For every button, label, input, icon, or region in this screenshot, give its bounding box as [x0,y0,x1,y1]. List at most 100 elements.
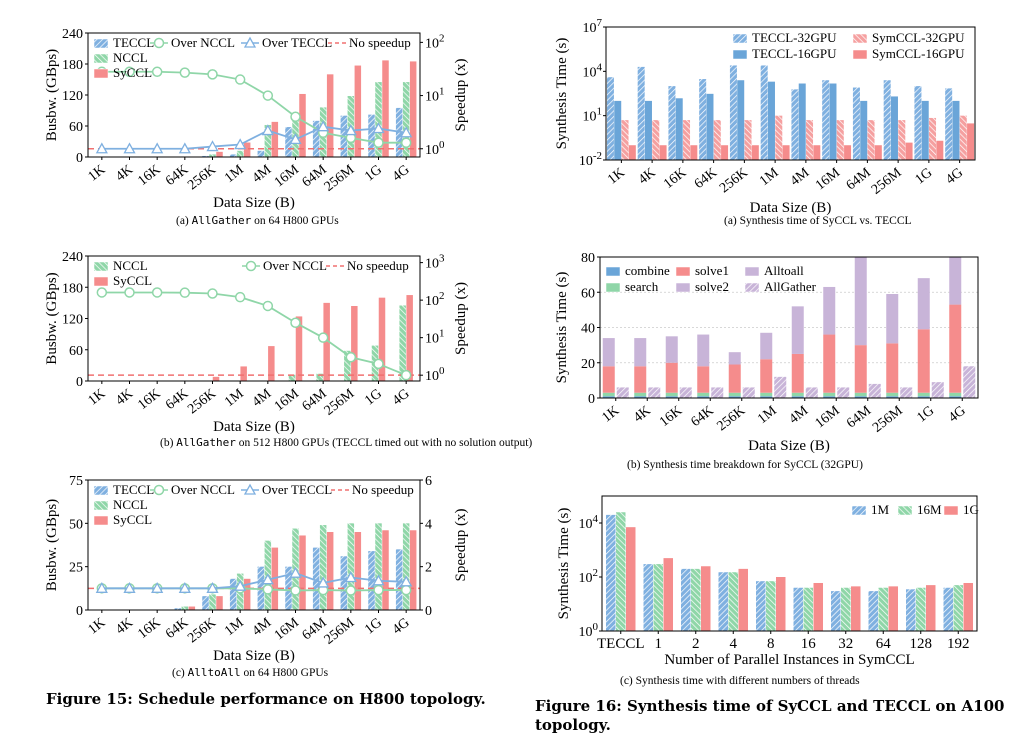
fig16-b-bar-allgather [679,387,692,398]
fig16-b-xtick-label: 1M [755,403,780,427]
fig16-b-xtick-label: 4G [946,403,969,425]
fig15-b-ytick-label: 0 [76,375,83,390]
fig15-c-bar-nccl [347,523,355,610]
fig16-b-xtick-label: 1K [599,403,622,425]
fig15-c-bar-syccl [216,596,223,610]
fig15-a-point-over-teccl [372,122,385,134]
fig15-a-bar-teccl [229,154,237,157]
fig16-a-legend-swatch [852,33,868,44]
fig16-b-bar-allgather [774,376,787,398]
fig15-a-xtick-label: 4G [390,162,413,184]
fig15-c-legend-label: TECCL [113,482,154,497]
fig16-c-bar-16m [916,587,926,631]
fig15-a-point-over-nccl [262,90,274,101]
fig16-a-xtick-label: 16K [661,165,689,192]
fig16-a-bar-symccl-32gpu [683,120,691,160]
fig16-b-legend-label: Alltoall [764,263,804,278]
fig16-b-stack-solve1 [634,366,647,393]
fig16-a-legend-swatch [732,49,748,60]
fig16-a-legend-label: TECCL-32GPU [752,30,837,45]
fig16-a-bar-teccl-32gpu [852,87,860,160]
fig16-a-bar-symccl-32gpu [959,115,967,160]
fig15-b-bar-nccl [344,350,351,381]
fig16-c-xtick-label: 16 [801,636,817,652]
fig16-a-axes [605,26,976,161]
fig16-a-bar-teccl-32gpu [668,86,676,160]
fig16-a-bar-teccl-32gpu [760,65,768,160]
fig15-c-bar-teccl [340,556,348,610]
fig15-c-line-over-teccl [101,572,407,590]
fig16-a-bar-teccl-16gpu [706,93,714,160]
fig16-a-bar-symccl-32gpu [929,117,937,160]
fig16-b-stack-solve2 [791,306,804,354]
fig16-b-stack-search [791,392,804,397]
fig16-a-bar-teccl-16gpu [860,100,868,160]
fig15-b-xtick-label: 16K [135,386,163,413]
fig16-c-bar-1g [888,586,898,631]
fig16-a-bar-symccl-16gpu [813,145,821,160]
fig15-c-point-over-teccl [317,576,330,588]
fig16-b-bar-allgather [742,387,755,398]
fig15-c-legend-swatch [93,515,109,526]
fig15-b-line-over-nccl [101,291,407,377]
fig16-c-bar-1m [793,587,803,631]
fig16-a-bar-symccl-32gpu [621,120,629,160]
fig15-a-point-over-nccl [373,137,384,148]
fig15-b-legend-label: NCCL [113,258,148,273]
fig15-c-xtick-label: 4M [250,615,275,639]
fig16-c-bar-1g [851,586,861,631]
fig15-c-legend-label: No speedup [352,482,414,497]
fig16-c-bar-16m [766,581,776,631]
fig16-a-bar-teccl-32gpu [822,80,830,160]
fig15-a-bar-syccl [409,61,417,157]
fig15-b-xlabel: Data Size (B) [213,419,295,435]
fig16-b-legend-label: solve1 [695,263,729,278]
fig15-c-point-over-nccl [400,584,412,596]
fig15-a-xtick-label: 256K [185,162,219,193]
fig16-c-ytick-label: 100 [579,621,599,640]
fig16-b-legend-swatch [744,282,760,293]
fig16-b-stack-solve2 [760,332,773,360]
fig15-a-point-over-nccl [124,66,135,78]
fig15-a-ytick-label: 60 [69,120,83,135]
fig16-b-ytick-label: 20 [581,357,595,372]
fig16-b-stack-solve1 [728,364,741,393]
fig15-a-point-over-nccl [151,66,163,78]
fig16-c-xtick-label: 32 [838,636,853,652]
fig16-c-caption: (c) Synthesis time with different number… [620,675,860,687]
fig15-b-y2tick-label: 100 [425,365,445,384]
fig15-a-point-over-teccl [289,133,302,145]
fig15-c-bar-nccl [375,523,382,610]
fig16-c-xtick-label: 192 [947,636,970,652]
fig15-a-bar-teccl [202,155,209,157]
fig16-b-stack-solve2 [886,294,899,344]
fig15-c-point-over-teccl [178,581,191,593]
fig15-b-point-over-nccl [290,317,301,328]
fig15-a-xtick-label: 16M [272,162,303,190]
fig16-c-bar-1g [963,582,973,631]
fig16-a-caption: (a) Synthesis time of SyCCL vs. TECCL [724,215,912,227]
fig16-c-bar-1g [663,558,673,631]
fig16-c-bar-16m [878,587,888,631]
fig16-c-bar-1m [606,514,616,631]
fig15-a-xtick-label: 1K [86,162,109,184]
fig15-b-point-over-nccl [400,369,412,381]
fig16-c-legend-label: 1M [871,502,890,517]
fig16-b-stack-combine [949,396,962,398]
fig15-c-xtick-label: 256K [185,615,219,646]
fig15-a-point-over-teccl [206,140,219,152]
fig16-a-bar-symccl-16gpu [874,145,882,160]
fig15-a-point-over-teccl [344,124,357,136]
fig15-a-bar-syccl [354,65,362,157]
fig15-b-bar-syccl [212,376,220,381]
fig15-b-ytick-label: 120 [62,313,83,328]
fig15-c-point-over-teccl [151,581,164,593]
fig16-a-xlabel: Data Size (B) [750,200,832,216]
fig16-a-legend-swatch [732,33,748,44]
fig15-b-bar-nccl [399,305,406,381]
fig15-c-bar-nccl [181,606,189,610]
fig15-a-xtick-label: 1G [362,162,385,184]
fig16-a-bar-teccl-16gpu [921,100,929,160]
fig16-a-bar-symccl-16gpu [844,145,852,160]
fig15-c-xtick-label: 256M [322,615,358,648]
